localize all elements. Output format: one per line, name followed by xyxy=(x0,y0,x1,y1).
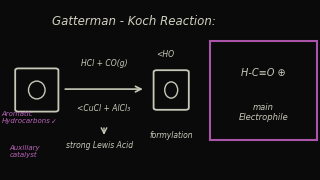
Text: strong Lewis Acid: strong Lewis Acid xyxy=(66,141,133,150)
Text: ✓: ✓ xyxy=(51,119,57,125)
Text: main
Electrophile: main Electrophile xyxy=(238,103,288,122)
Text: <HO: <HO xyxy=(156,50,174,59)
Text: <CuCl + AlCl₃: <CuCl + AlCl₃ xyxy=(77,104,131,113)
Text: Auxiliary
catalyst: Auxiliary catalyst xyxy=(10,145,40,158)
Text: Aromatic
Hydrocarbons: Aromatic Hydrocarbons xyxy=(2,111,51,123)
Text: H-C≡O ⊕: H-C≡O ⊕ xyxy=(241,68,285,78)
Text: Gatterman - Koch Reaction:: Gatterman - Koch Reaction: xyxy=(52,15,216,28)
Text: HCl + CO(g): HCl + CO(g) xyxy=(81,59,127,68)
Text: formylation: formylation xyxy=(149,130,193,140)
Bar xyxy=(210,41,317,140)
